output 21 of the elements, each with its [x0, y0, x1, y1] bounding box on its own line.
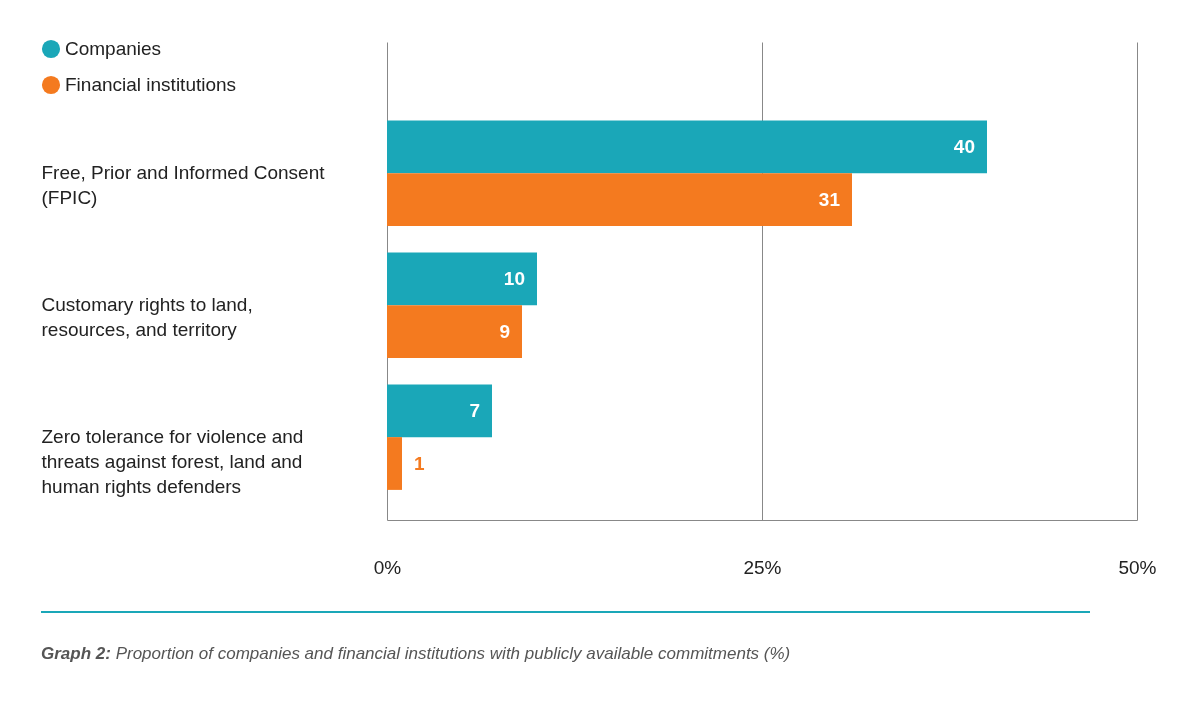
legend-label: Financial institutions [65, 74, 237, 95]
y-tick-label: Zero tolerance for violence and threats against forest, land and human rights defenders [41, 426, 304, 498]
data-label: 10 [503, 267, 525, 289]
bar [387, 305, 522, 358]
legend-label: Companies [65, 38, 162, 59]
caption: Graph 2: Proportion of companies and financial institutions with publicly available commitments (%) [41, 644, 791, 664]
y-tick-label: Free, Prior and Informed Consent (FPIC) [41, 162, 326, 209]
bar [387, 252, 537, 306]
data-label: 31 [818, 188, 841, 210]
bar [387, 173, 852, 227]
x-tick-label: 50% [1118, 556, 1157, 578]
x-tick-label: 0% [373, 556, 402, 578]
x-tick-label: 25% [743, 556, 782, 578]
bar [387, 437, 402, 490]
data-label: 7 [469, 399, 480, 421]
data-label: 9 [499, 320, 510, 342]
data-label: 40 [953, 135, 975, 157]
y-tick-label: Customary rights to land, resources, and territory [41, 294, 253, 341]
bar [387, 120, 987, 174]
bar [387, 384, 492, 438]
data-label: 1 [414, 452, 425, 474]
